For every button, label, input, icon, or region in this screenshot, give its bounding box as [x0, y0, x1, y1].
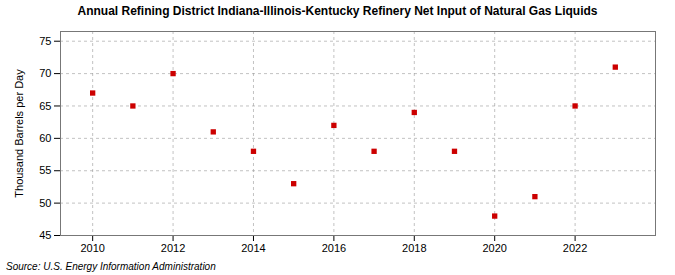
svg-text:Thousand Barrels per Day: Thousand Barrels per Day: [13, 69, 25, 198]
svg-text:2012: 2012: [161, 242, 185, 254]
svg-text:2016: 2016: [322, 242, 346, 254]
html-text:Annual Refining District India: Annual Refining District Indiana-Illinoi…: [77, 4, 598, 18]
svg-text:2010: 2010: [80, 242, 104, 254]
svg-text:60: 60: [39, 132, 51, 144]
svg-text:75: 75: [39, 35, 51, 47]
svg-text:65: 65: [39, 99, 51, 111]
svg-text:2020: 2020: [482, 242, 506, 254]
svg-text:45: 45: [39, 229, 51, 241]
svg-text:55: 55: [39, 164, 51, 176]
svg-text:70: 70: [39, 67, 51, 79]
svg-text:50: 50: [39, 197, 51, 209]
svg-text:2014: 2014: [241, 242, 265, 254]
html-text:Source: U.S. Energy Informatio: Source: U.S. Energy Information Administ…: [6, 261, 216, 272]
svg-text:2022: 2022: [563, 242, 587, 254]
svg-text:2018: 2018: [402, 242, 426, 254]
